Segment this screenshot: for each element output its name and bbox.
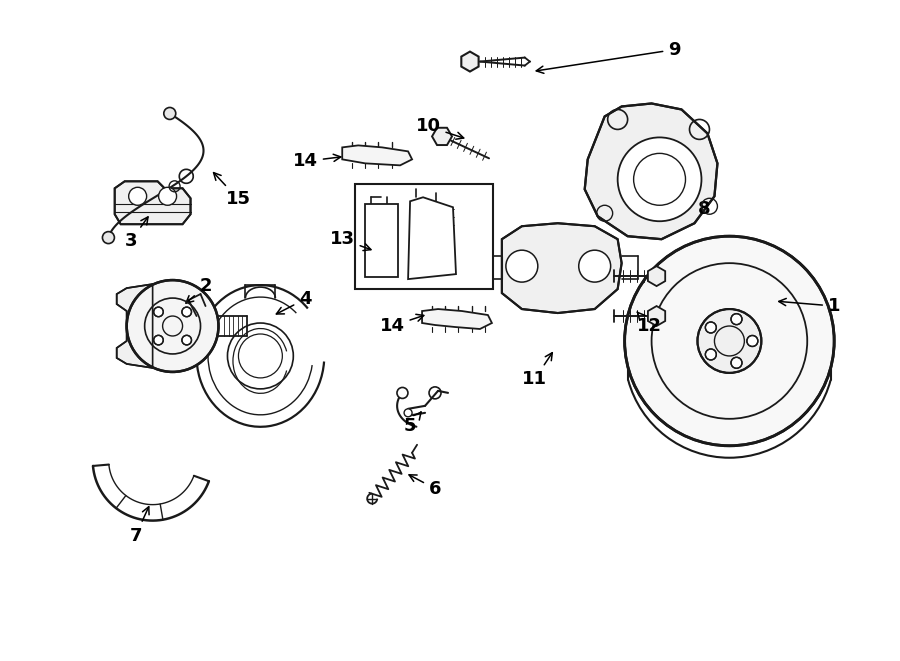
Circle shape: [731, 358, 742, 368]
Polygon shape: [114, 181, 191, 224]
Circle shape: [127, 280, 219, 372]
Circle shape: [404, 409, 412, 417]
Circle shape: [129, 187, 147, 206]
Text: 13: 13: [329, 230, 371, 251]
Circle shape: [747, 336, 758, 346]
Text: 12: 12: [637, 312, 662, 335]
Polygon shape: [648, 306, 665, 326]
Text: 15: 15: [213, 173, 251, 208]
Polygon shape: [648, 266, 665, 286]
Circle shape: [706, 349, 716, 360]
Circle shape: [182, 307, 192, 317]
Polygon shape: [117, 284, 153, 368]
Circle shape: [625, 236, 834, 446]
Text: 8: 8: [681, 192, 711, 218]
Text: 2: 2: [186, 277, 211, 303]
Text: 7: 7: [130, 507, 149, 545]
Polygon shape: [585, 104, 717, 239]
Polygon shape: [422, 309, 492, 329]
Polygon shape: [432, 128, 452, 145]
Polygon shape: [365, 204, 398, 277]
Text: 9: 9: [536, 40, 680, 73]
Text: 5: 5: [404, 412, 421, 435]
Text: 4: 4: [276, 290, 311, 314]
Circle shape: [154, 335, 163, 345]
Circle shape: [579, 250, 611, 282]
Text: 14: 14: [380, 315, 424, 335]
Text: 3: 3: [124, 217, 148, 250]
Polygon shape: [342, 145, 412, 165]
Circle shape: [731, 314, 742, 325]
Circle shape: [154, 307, 163, 317]
Circle shape: [397, 387, 408, 399]
Text: 11: 11: [522, 353, 553, 388]
Polygon shape: [408, 197, 456, 279]
Text: 14: 14: [292, 152, 341, 171]
Text: 10: 10: [416, 118, 464, 139]
Polygon shape: [502, 223, 622, 313]
Circle shape: [617, 137, 701, 221]
Circle shape: [103, 231, 114, 244]
Circle shape: [698, 309, 761, 373]
Circle shape: [506, 250, 538, 282]
Circle shape: [158, 187, 176, 206]
Circle shape: [706, 322, 716, 333]
FancyBboxPatch shape: [356, 184, 493, 289]
Circle shape: [164, 108, 176, 120]
Polygon shape: [462, 52, 479, 71]
Text: 1: 1: [778, 297, 841, 315]
Circle shape: [182, 335, 192, 345]
Text: 6: 6: [410, 475, 441, 498]
